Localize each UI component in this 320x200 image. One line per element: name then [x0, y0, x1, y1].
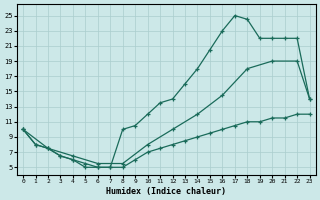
X-axis label: Humidex (Indice chaleur): Humidex (Indice chaleur)	[106, 187, 226, 196]
